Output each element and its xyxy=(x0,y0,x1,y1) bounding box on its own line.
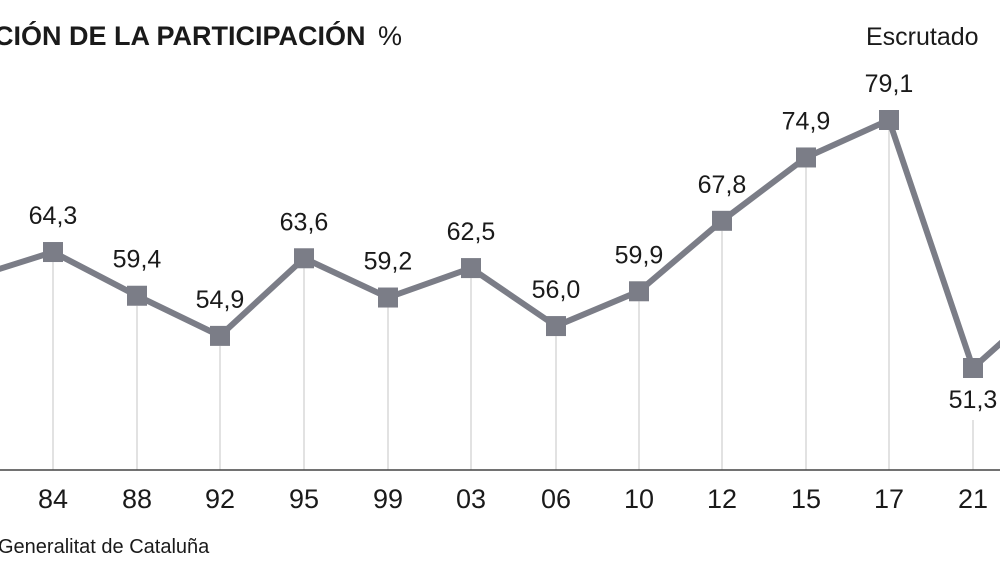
participation-series-line xyxy=(0,117,1000,371)
data-point-marker xyxy=(378,287,398,308)
data-point-marker xyxy=(629,281,649,302)
tick-label: 99 xyxy=(373,484,403,514)
data-label: 54,9 xyxy=(196,286,245,314)
data-point-marker xyxy=(796,147,816,168)
chart-title: CIÓN DE LA PARTICIPACIÓN % xyxy=(0,20,402,51)
tick-label: 15 xyxy=(791,484,821,514)
data-label: 63,6 xyxy=(280,208,329,236)
tick-label-layer: 0848892959903061012151721 xyxy=(38,484,988,514)
data-label: 59,2 xyxy=(364,248,413,276)
tick-label: 03 xyxy=(456,484,486,514)
tick-label: 84 xyxy=(38,484,68,514)
data-point-marker xyxy=(127,285,147,306)
data-label: 74,9 xyxy=(782,107,831,135)
data-label: 62,5 xyxy=(447,218,496,246)
chart-title-unit: % xyxy=(378,21,402,51)
data-label: 51,3 xyxy=(949,386,998,414)
data-point-marker xyxy=(963,358,983,378)
tick-label: 88 xyxy=(122,484,152,514)
series-layer xyxy=(0,117,1000,371)
data-label-layer: 64,3 59,4 54,9 63,6 59,2 62,5 56,0 59,9 67,8 74,9… xyxy=(29,70,998,414)
data-point-marker xyxy=(294,248,314,269)
tick-label: 21 xyxy=(958,484,988,514)
data-point-marker xyxy=(210,325,230,346)
data-label: 59,9 xyxy=(615,241,664,269)
data-label: 56,0 xyxy=(532,276,581,304)
data-point-marker xyxy=(461,258,481,279)
data-point-marker xyxy=(546,316,566,337)
data-label: 64,3 xyxy=(29,202,78,230)
tick-label: 10 xyxy=(624,484,654,514)
data-point-marker xyxy=(879,110,899,130)
data-label: 67,8 xyxy=(698,171,747,199)
source-label: Generalitat de Cataluña xyxy=(0,536,210,558)
marker-layer xyxy=(43,110,983,378)
scrutiny-note: Escrutado xyxy=(866,23,979,51)
chart-title-text: CIÓN DE LA PARTICIPACIÓN xyxy=(0,20,366,51)
data-point-marker xyxy=(43,242,63,263)
tick-label: 17 xyxy=(874,484,904,514)
tick-label: 12 xyxy=(707,484,737,514)
grid-layer xyxy=(52,130,974,470)
data-point-marker xyxy=(712,210,732,231)
tick-label: 06 xyxy=(541,484,571,514)
tick-label: 92 xyxy=(205,484,235,514)
data-label: 59,4 xyxy=(113,246,162,274)
data-label: 79,1 xyxy=(865,70,914,98)
tick-label: 95 xyxy=(289,484,319,514)
